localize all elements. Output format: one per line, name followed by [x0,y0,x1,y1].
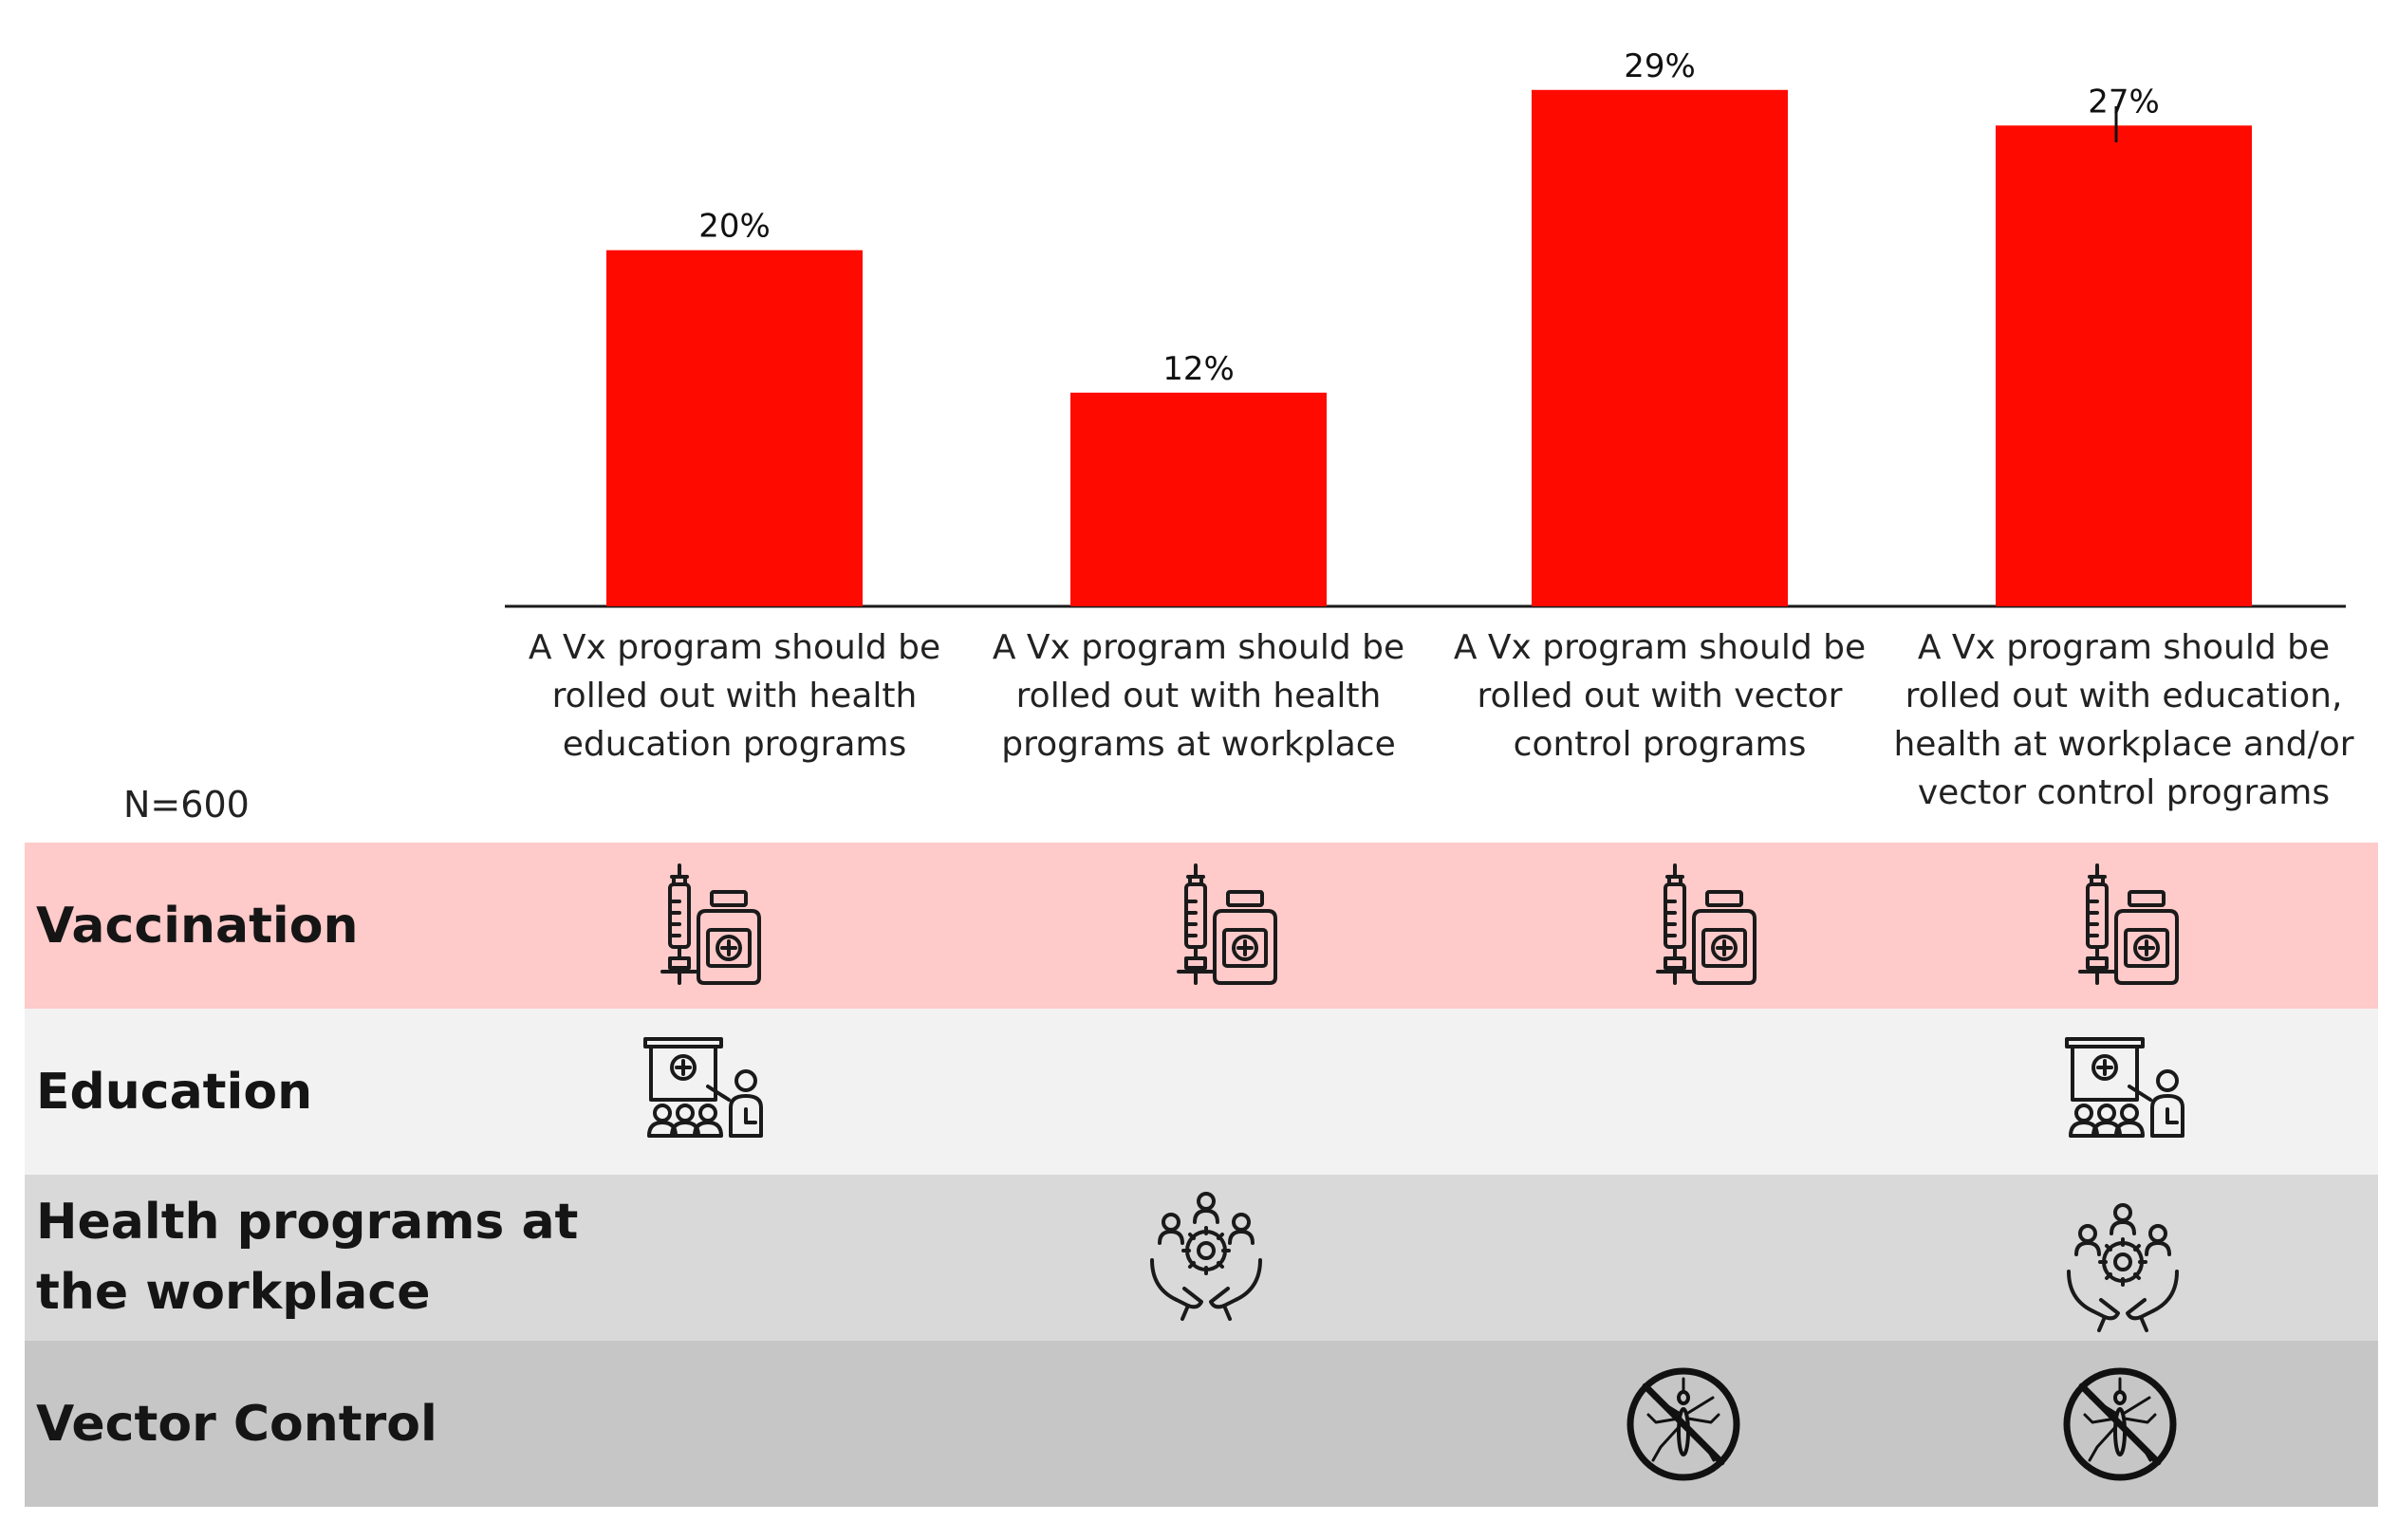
row-vector-control: Vector Control [25,1341,2378,1507]
category-label-1-line-2: rolled out with health [552,677,918,715]
category-label-1-line-1: A Vx program should be [529,628,940,667]
row-vaccination: Vaccination [25,843,2378,1009]
syringe-vial-icon [2078,863,2179,985]
row-workplace-health: Health programs at the workplace [25,1175,2378,1341]
sample-size-label: N=600 [123,784,250,826]
category-label-1-line-3: education programs [563,725,907,764]
bar-1 [606,250,863,606]
workplace-health-icon [2067,1203,2179,1332]
row-label-vaccination: Vaccination [36,898,359,955]
category-label-3: A Vx program should be rolled out with ve… [1454,628,1866,764]
workplace-health-icon [1150,1192,1262,1321]
syringe-vial-icon [660,863,761,985]
category-label-4: A Vx program should be rolled out with ed… [1893,628,2353,812]
bar-2 [1070,392,1327,606]
row-label-vector-control: Vector Control [36,1396,437,1453]
bar-3 [1532,89,1788,607]
syringe-vial-icon [1177,863,1277,985]
category-label-4-line-1: A Vx program should be [1918,628,2330,667]
presentation-icon [2065,1037,2184,1138]
category-label-1: A Vx program should be rolled out with he… [529,628,940,764]
no-mosquito-icon [1625,1365,1742,1483]
presentation-icon [643,1037,763,1138]
row-label-workplace-line1: Health programs at [36,1194,579,1251]
row-label-education: Education [36,1064,313,1121]
bar-chart: 20% 12% 29% 27% A Vx program should be rolle… [505,47,2354,812]
category-label-2: A Vx program should be rolled out with he… [993,628,1404,764]
row-label-workplace-line2: the workplace [36,1264,431,1321]
category-label-2-line-2: rolled out with health [1016,677,1382,715]
bar-3-value-label: 29% [1624,47,1696,85]
category-label-4-line-4: vector control programs [1918,773,2330,812]
category-label-2-line-3: programs at workplace [1001,725,1395,764]
syringe-vial-icon [1656,863,1757,985]
row-education: Education [25,1009,2378,1175]
category-label-2-line-1: A Vx program should be [993,628,1404,667]
bar-4-value-label: 27% [2088,83,2160,121]
category-label-4-line-3: health at workplace and/or [1893,725,2353,764]
no-mosquito-icon [2061,1365,2179,1483]
category-label-3-line-2: rolled out with vector [1478,677,1843,715]
bar-4 [1996,125,2252,607]
category-label-4-line-2: rolled out with education, [1905,677,2343,715]
category-label-3-line-1: A Vx program should be [1454,628,1866,667]
category-label-3-line-3: control programs [1514,725,1807,764]
bar-2-value-label: 12% [1162,350,1235,388]
bar-1-value-label: 20% [698,208,771,246]
